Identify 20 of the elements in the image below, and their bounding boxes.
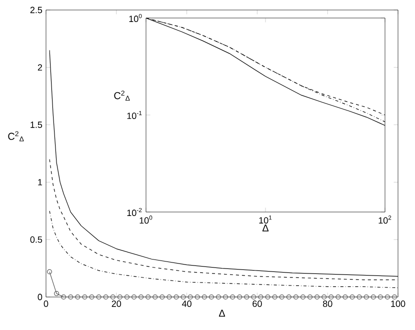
y-tick-label: 1 [38,179,42,186]
y-tick-label: 0 [38,294,42,300]
y-tick-label: 1.5 [30,122,42,128]
x-tick-label: 10$^{2}$ [378,216,392,224]
y-tick-label: 10$^{-2}$ [127,208,142,216]
x-axis-title: Δ [262,224,269,232]
y-tick-label: 10$^{0}$ [129,14,142,22]
x-tick-label: 80 [322,300,332,307]
y-tick-label: 2 [38,64,42,71]
x-tick-label: 60 [252,300,262,307]
y-tick-label: 0.5 [30,236,42,243]
x-tick-label: 100 [391,300,406,307]
x-axis-title: Δ [218,310,226,317]
x-tick-label: 0 [44,300,48,307]
y-tick-label: 2.5 [30,6,42,14]
y-tick-label: 10$^{-1}$ [127,110,142,120]
x-tick-label: 20 [112,300,122,307]
x-tick-label: 40 [182,300,192,307]
x-tick-label: 10$^{1}$ [259,216,272,224]
x-tick-label: 10$^{0}$ [140,216,152,224]
